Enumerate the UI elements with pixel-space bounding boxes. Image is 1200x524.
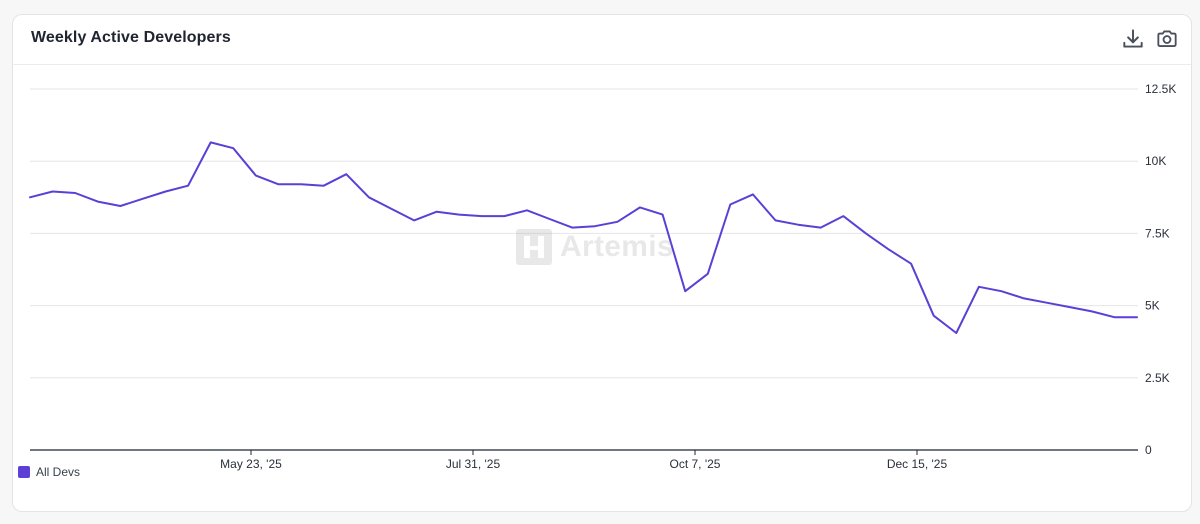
y-tick-label: 12.5K	[1145, 82, 1176, 96]
data-point	[705, 271, 711, 277]
data-point	[637, 204, 643, 210]
data-point	[1021, 295, 1027, 301]
data-point	[50, 189, 56, 195]
data-point	[1044, 300, 1050, 306]
data-point	[908, 261, 914, 267]
legend-swatch	[18, 466, 30, 478]
data-point	[818, 225, 824, 231]
series-line-all-devs	[29, 141, 1138, 334]
data-point	[682, 288, 688, 294]
data-point	[276, 181, 282, 187]
y-tick-label: 7.5K	[1145, 226, 1170, 240]
data-point	[434, 209, 440, 215]
data-point	[547, 216, 553, 222]
data-point	[660, 212, 666, 218]
data-point	[976, 284, 982, 290]
download-button[interactable]	[1120, 26, 1146, 52]
data-point	[773, 217, 779, 223]
screenshot-button[interactable]	[1154, 26, 1180, 52]
x-tick-label: May 23, '25	[220, 457, 282, 471]
data-point	[411, 217, 417, 223]
chart-title: Weekly Active Developers	[31, 29, 231, 46]
data-point	[456, 212, 462, 218]
data-point	[1089, 308, 1095, 314]
data-point	[727, 202, 733, 208]
data-point	[208, 139, 214, 145]
data-point	[298, 181, 304, 187]
data-point	[998, 288, 1004, 294]
data-point	[1134, 314, 1140, 320]
data-point	[185, 183, 191, 189]
data-point	[840, 213, 846, 219]
data-point	[95, 199, 101, 205]
x-tick-label: Jul 31, '25	[446, 457, 501, 471]
artemis-watermark: Artemis	[516, 229, 674, 265]
data-point	[27, 194, 33, 200]
data-point	[253, 173, 259, 179]
data-point	[230, 145, 236, 151]
data-point	[750, 191, 756, 197]
data-point	[795, 222, 801, 228]
data-point	[343, 171, 349, 177]
chart-card: Weekly Active Developers	[12, 14, 1192, 512]
data-point	[163, 189, 169, 195]
data-point	[117, 203, 123, 209]
data-point	[1111, 314, 1117, 320]
download-icon	[1123, 29, 1143, 48]
data-point	[886, 246, 892, 252]
data-point	[501, 213, 507, 219]
y-tick-label: 5K	[1145, 299, 1160, 313]
data-point	[931, 313, 937, 319]
x-tick-label: Oct 7, '25	[670, 457, 721, 471]
x-tick-label: Dec 15, '25	[887, 457, 948, 471]
data-point	[321, 183, 327, 189]
y-tick-label: 0	[1145, 443, 1152, 457]
data-point	[72, 190, 78, 196]
data-point	[524, 207, 530, 213]
camera-icon	[1157, 30, 1177, 47]
y-tick-label: 2.5K	[1145, 371, 1170, 385]
data-point	[1066, 304, 1072, 310]
data-point	[389, 206, 395, 212]
data-point	[140, 196, 146, 202]
y-tick-label: 10K	[1145, 154, 1166, 168]
watermark-text: Artemis	[560, 230, 674, 263]
data-point	[863, 230, 869, 236]
card-header: Weekly Active Developers	[13, 15, 1191, 65]
data-point	[479, 213, 485, 219]
data-point	[953, 330, 959, 336]
data-point	[366, 194, 372, 200]
artemis-logo-icon	[516, 229, 552, 265]
legend-label: All Devs	[36, 465, 81, 479]
legend-item-all-devs[interactable]: All Devs	[18, 465, 80, 479]
data-point	[614, 219, 620, 225]
